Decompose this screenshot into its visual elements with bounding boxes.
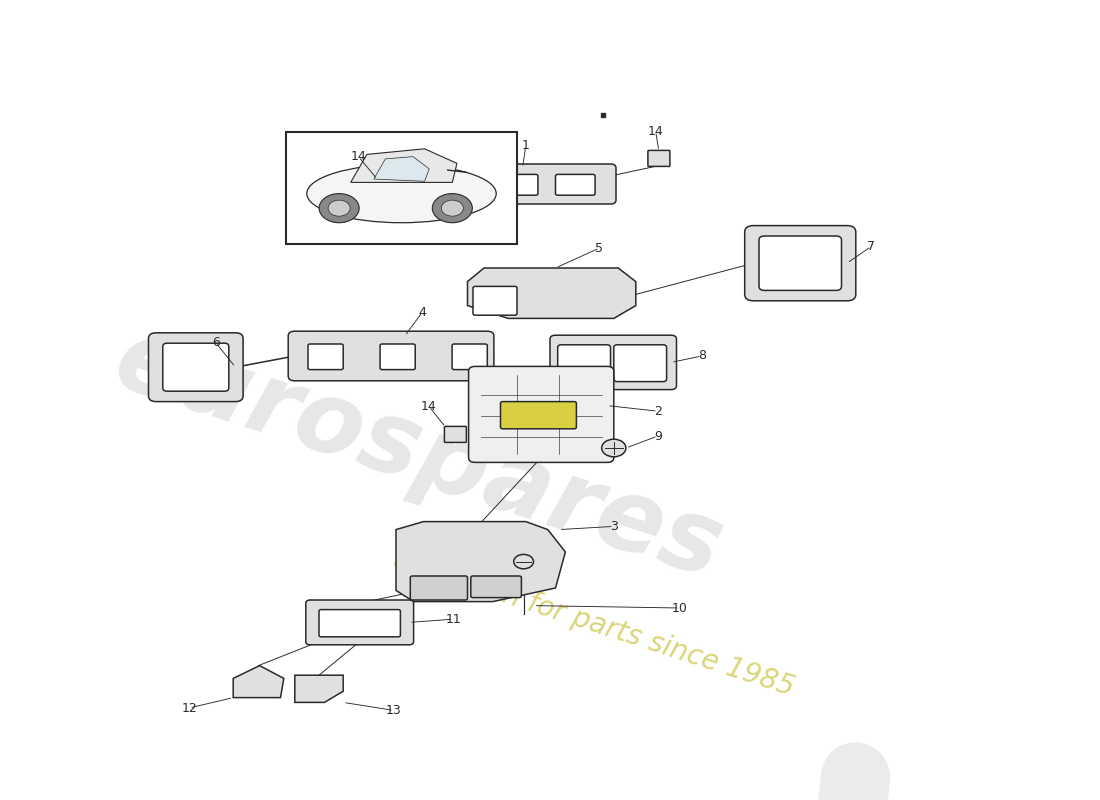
Text: 2: 2 [653,405,662,418]
Polygon shape [468,268,636,318]
FancyBboxPatch shape [319,610,400,637]
Polygon shape [351,149,456,182]
Circle shape [441,200,463,216]
Polygon shape [396,522,565,602]
FancyBboxPatch shape [556,174,595,195]
FancyBboxPatch shape [614,345,667,382]
FancyBboxPatch shape [500,402,576,429]
Text: 1: 1 [521,139,530,152]
FancyBboxPatch shape [429,164,616,204]
Ellipse shape [307,165,496,222]
Text: a passion for parts since 1985: a passion for parts since 1985 [390,546,798,702]
Text: 8: 8 [697,350,706,362]
FancyBboxPatch shape [410,576,468,600]
Polygon shape [233,666,284,698]
Circle shape [602,439,626,457]
FancyBboxPatch shape [469,366,614,462]
FancyBboxPatch shape [558,345,611,382]
FancyBboxPatch shape [288,331,494,381]
Polygon shape [374,157,429,182]
Circle shape [432,194,472,222]
FancyBboxPatch shape [306,600,414,645]
Text: 6: 6 [211,336,220,349]
Text: 14: 14 [351,150,366,163]
Bar [286,132,517,244]
FancyBboxPatch shape [550,335,676,390]
FancyBboxPatch shape [444,426,466,442]
FancyBboxPatch shape [648,150,670,166]
FancyBboxPatch shape [308,344,343,370]
Text: eurospares: eurospares [102,312,734,600]
FancyBboxPatch shape [441,174,481,195]
Text: 7: 7 [867,240,876,253]
Text: 12: 12 [182,702,197,714]
FancyBboxPatch shape [163,343,229,391]
Text: 5: 5 [595,242,604,254]
Text: 9: 9 [653,430,662,442]
FancyBboxPatch shape [473,286,517,315]
FancyBboxPatch shape [498,174,538,195]
FancyBboxPatch shape [471,576,521,598]
Circle shape [514,554,534,569]
FancyBboxPatch shape [745,226,856,301]
FancyBboxPatch shape [452,344,487,370]
Polygon shape [295,675,343,702]
Circle shape [319,194,359,222]
Circle shape [328,200,350,216]
FancyBboxPatch shape [148,333,243,402]
FancyBboxPatch shape [376,178,405,198]
Text: 14: 14 [421,400,437,413]
FancyBboxPatch shape [759,236,842,290]
Text: 11: 11 [446,613,461,626]
Text: 13: 13 [386,704,402,717]
Text: 4: 4 [418,306,427,318]
Text: 10: 10 [672,602,688,614]
Text: 14: 14 [648,125,663,138]
FancyBboxPatch shape [381,344,416,370]
Text: 3: 3 [609,520,618,533]
